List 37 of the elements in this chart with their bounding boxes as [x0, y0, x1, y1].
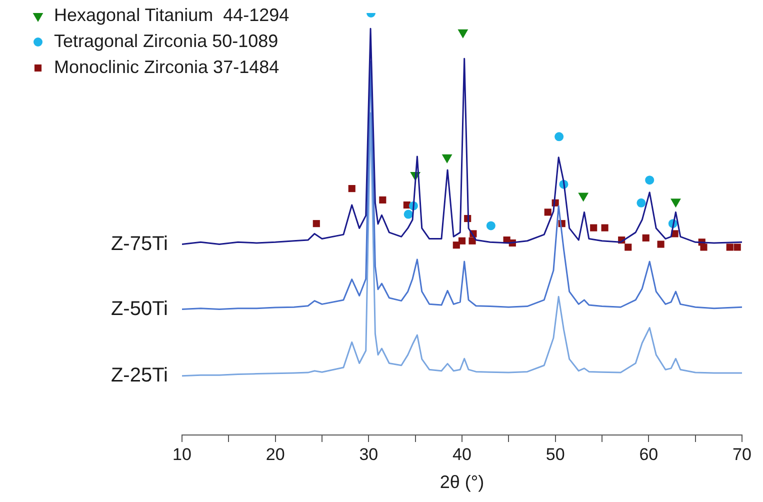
point — [554, 132, 564, 142]
point — [312, 220, 320, 228]
point — [379, 196, 386, 204]
point — [590, 224, 598, 232]
legend-label: Tetragonal Zirconia 50-1089 — [54, 30, 278, 51]
point — [486, 221, 496, 230]
point — [544, 208, 552, 216]
point — [404, 210, 413, 219]
point — [670, 198, 681, 208]
point — [601, 224, 608, 232]
legend-label: Monoclinic Zirconia 37-1484 — [54, 56, 280, 77]
x-tick-label: 60 — [639, 444, 658, 464]
x-tick-label: 20 — [266, 444, 285, 464]
point — [645, 176, 654, 185]
series-label: Z-50Ti — [110, 298, 168, 320]
point — [458, 29, 468, 38]
x-tick-label: 50 — [546, 444, 565, 464]
point — [442, 154, 452, 164]
point — [624, 244, 632, 251]
legend-label: Hexagonal Titanium 44-1294 — [54, 4, 290, 25]
series-label: Z-75Ti — [110, 232, 168, 255]
x-tick-label: 40 — [452, 444, 472, 464]
point — [642, 234, 650, 242]
point — [636, 198, 646, 208]
point — [348, 185, 356, 192]
x-axis-title: 2θ (°) — [440, 472, 484, 492]
point — [734, 244, 741, 251]
x-tick-label: 70 — [732, 444, 752, 464]
point — [657, 240, 664, 248]
point — [726, 244, 734, 251]
x-tick-label: 30 — [359, 444, 378, 464]
series-label: Z-25Ti — [110, 364, 168, 386]
point — [578, 192, 589, 202]
point — [700, 244, 708, 251]
point — [458, 237, 466, 244]
x-tick-label: 10 — [172, 444, 192, 464]
point — [468, 237, 476, 244]
